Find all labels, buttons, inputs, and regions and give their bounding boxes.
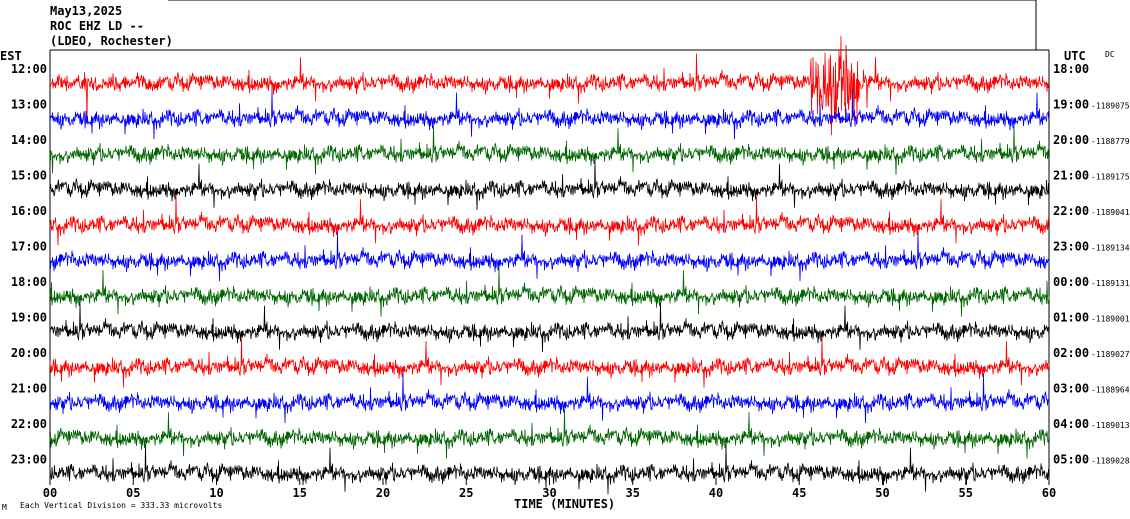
dc-offset-label: -1189134: [1091, 244, 1130, 253]
dc-offset-label: -1188964: [1091, 386, 1130, 395]
trace-row-2200: [49, 408, 1050, 459]
est-hour-label: 12:00: [11, 62, 47, 76]
trace-row-2000: [49, 337, 1050, 388]
x-tick-label: 20: [376, 486, 390, 500]
dc-offset-label: -1188779: [1091, 137, 1130, 146]
x-tick-label: 30: [542, 486, 556, 500]
x-tick-label: 15: [293, 486, 307, 500]
dc-offset-label: -1189013: [1091, 421, 1130, 430]
utc-hour-label: 23:00: [1053, 240, 1089, 254]
est-hour-label: 20:00: [11, 346, 47, 360]
trace-row-2300: [49, 443, 1050, 495]
footnote-mark: M: [2, 503, 7, 512]
x-tick-label: 10: [209, 486, 223, 500]
utc-hour-label: 05:00: [1053, 453, 1089, 467]
utc-hour-label: 04:00: [1053, 417, 1089, 431]
seismic-traces: [49, 35, 1050, 495]
est-hour-label: 13:00: [11, 98, 47, 112]
trace-row-1500: [49, 159, 1050, 211]
x-tick-label: 55: [959, 486, 973, 500]
dc-offset-label: -1189027: [1091, 350, 1130, 359]
trace-row-1200: [49, 35, 1050, 136]
est-hour-label: 21:00: [11, 382, 47, 396]
est-hour-label: 17:00: [11, 240, 47, 254]
trace-row-2100: [49, 372, 1050, 424]
filter-label: DC: [1105, 50, 1115, 59]
utc-hour-label: 01:00: [1053, 311, 1089, 325]
plot-frame: [49, 0, 1050, 485]
utc-axis-label: UTC: [1064, 49, 1086, 63]
est-hour-labels: 12:00 13:00 14:00 15:00 16:00 17:00 18:00 19:00…: [11, 62, 47, 467]
est-axis-label: EST: [0, 49, 22, 63]
x-axis-title: TIME (MINUTES): [514, 497, 615, 511]
vertical-scale-footnote: Each Vertical Division = 333.33 microvol…: [20, 501, 222, 510]
est-hour-label: 22:00: [11, 417, 47, 431]
x-tick-label: 00: [43, 486, 57, 500]
utc-hour-label: 20:00: [1053, 133, 1089, 147]
dc-offset-label: -1189131: [1091, 279, 1130, 288]
est-hour-label: 18:00: [11, 275, 47, 289]
dc-offset-label: -1189001: [1091, 315, 1130, 324]
utc-hour-label: 02:00: [1053, 346, 1089, 360]
x-tick-label: 40: [709, 486, 723, 500]
est-hour-label: 19:00: [11, 311, 47, 325]
dc-offset-label: -1189041: [1091, 208, 1130, 217]
x-tick-label: 60: [1042, 486, 1056, 500]
trace-row-1800: [49, 266, 1050, 317]
utc-hour-label: 03:00: [1053, 382, 1089, 396]
utc-hour-label: 00:00: [1053, 275, 1089, 289]
header-date: May13,2025: [50, 4, 123, 18]
utc-hour-label: 22:00: [1053, 204, 1089, 218]
est-hour-label: 23:00: [11, 453, 47, 467]
est-hour-label: 16:00: [11, 204, 47, 218]
header-station: ROC EHZ LD --: [50, 19, 144, 33]
utc-hour-label: 18:00: [1053, 62, 1089, 76]
trace-row-1300: [49, 88, 1050, 140]
est-hour-label: 14:00: [11, 133, 47, 147]
x-axis: 00 05 10 15 20 25 30 35 40 45 50 55 60: [43, 478, 1056, 500]
dc-offset-label: -1189075: [1091, 102, 1130, 111]
utc-hour-label: 21:00: [1053, 169, 1089, 183]
x-tick-label: 45: [792, 486, 806, 500]
utc-hour-label: 19:00: [1053, 98, 1089, 112]
x-tick-label: 50: [875, 486, 889, 500]
x-tick-label: 05: [126, 486, 140, 500]
x-tick-label: 35: [626, 486, 640, 500]
trace-row-1600: [49, 195, 1050, 246]
x-tick-label: 25: [459, 486, 473, 500]
est-hour-label: 15:00: [11, 169, 47, 183]
trace-row-1900: [49, 301, 1050, 353]
trace-row-1700: [49, 230, 1050, 282]
trace-row-1400: [49, 124, 1050, 175]
dc-offset-label: -1189175: [1091, 173, 1130, 182]
dc-offset-label: -1189028: [1091, 457, 1130, 466]
header-network: (LDEO, Rochester): [50, 34, 173, 48]
